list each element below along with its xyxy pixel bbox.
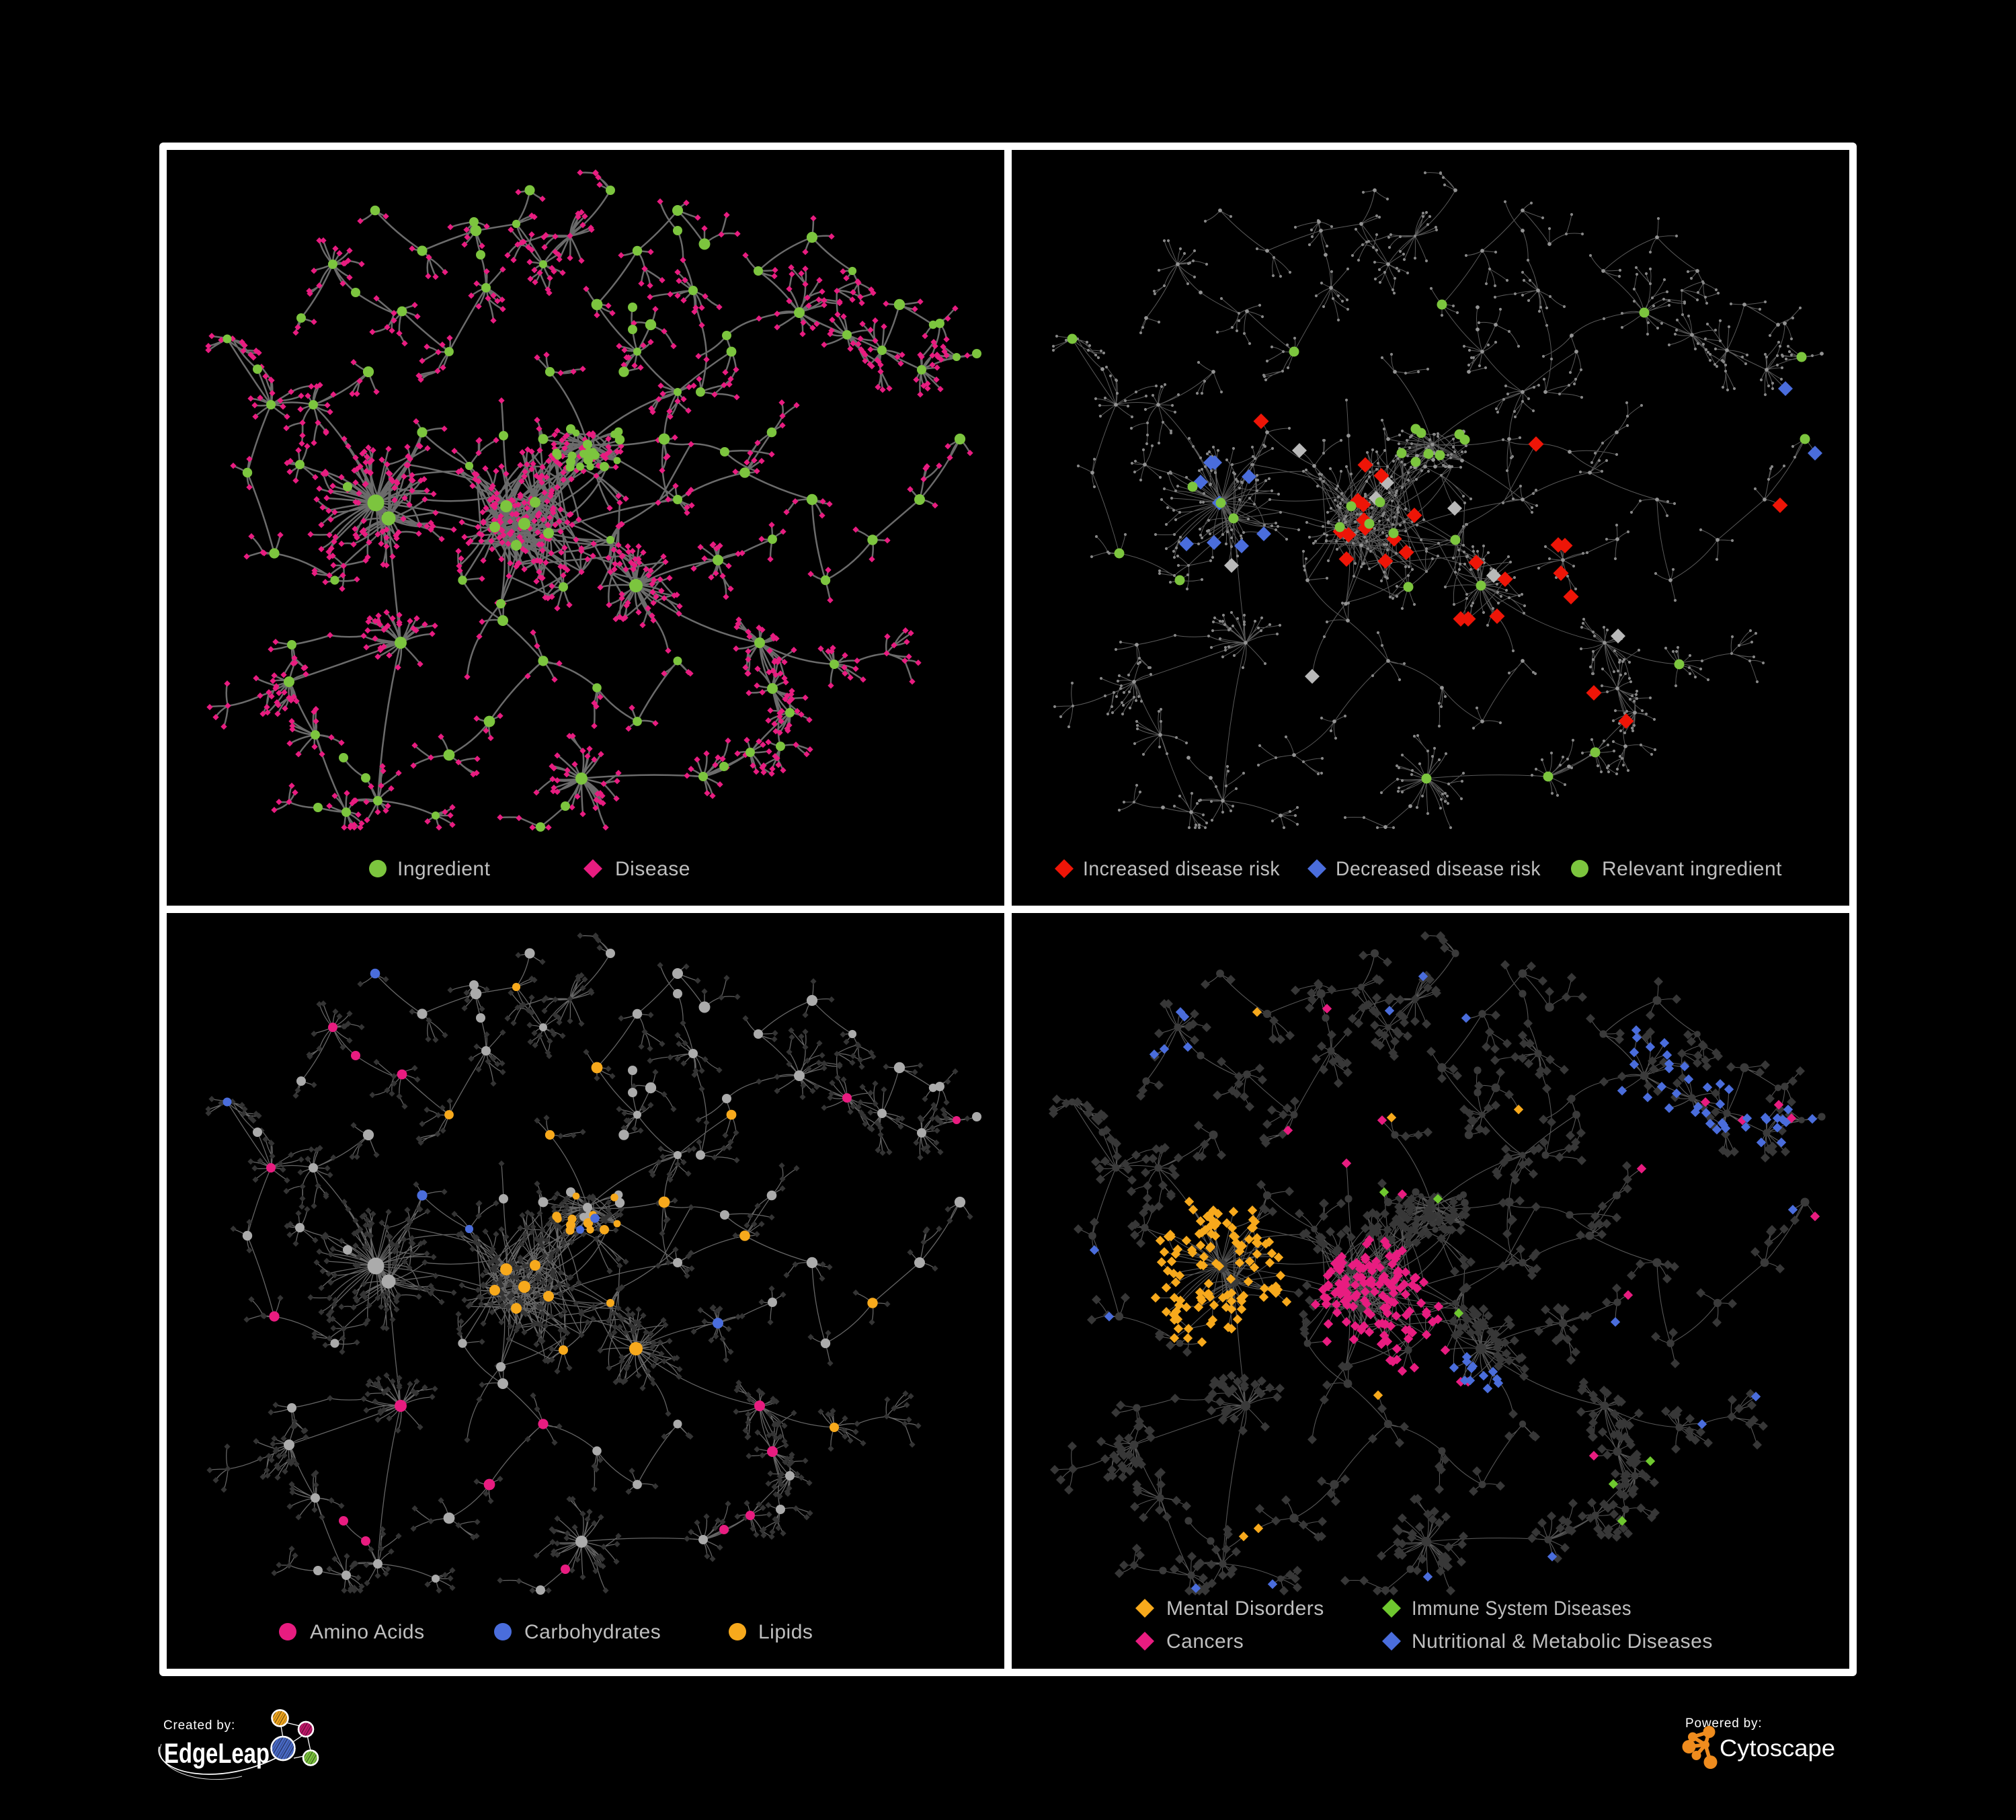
- svg-text:Ingredient: Ingredient: [397, 858, 491, 880]
- svg-text:Relevant ingredient: Relevant ingredient: [1602, 858, 1782, 880]
- svg-text:Powered by:: Powered by:: [1685, 1716, 1762, 1731]
- svg-text:Increased disease risk: Increased disease risk: [1083, 858, 1280, 880]
- svg-text:Mental Disorders: Mental Disorders: [1166, 1597, 1324, 1620]
- svg-text:Cytoscape: Cytoscape: [1720, 1735, 1835, 1762]
- svg-text:Immune System Diseases: Immune System Diseases: [1412, 1597, 1631, 1620]
- svg-text:Amino Acids: Amino Acids: [310, 1621, 425, 1643]
- svg-text:Decreased disease risk: Decreased disease risk: [1336, 858, 1541, 880]
- svg-text:Nutritional & Metabolic Diseas: Nutritional & Metabolic Diseases: [1412, 1630, 1713, 1653]
- svg-text:Disease: Disease: [615, 858, 690, 880]
- svg-text:EdgeLeap: EdgeLeap: [164, 1737, 270, 1769]
- svg-text:Created by:: Created by:: [163, 1718, 235, 1733]
- svg-text:Carbohydrates: Carbohydrates: [524, 1621, 661, 1643]
- svg-text:Cancers: Cancers: [1166, 1630, 1244, 1653]
- svg-text:Lipids: Lipids: [758, 1621, 813, 1643]
